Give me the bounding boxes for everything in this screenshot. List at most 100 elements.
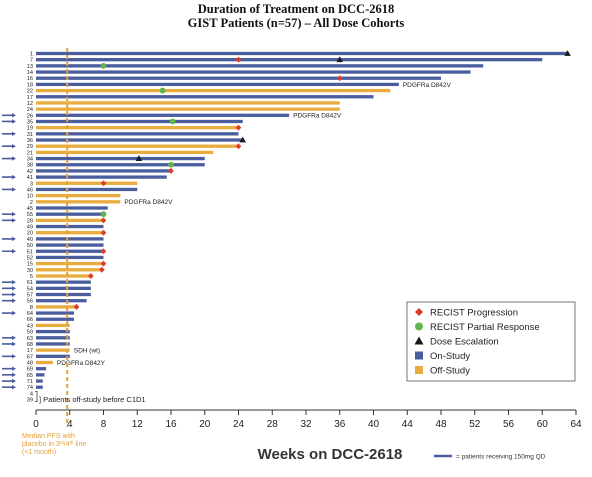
patient-label: 50: [27, 243, 33, 249]
patient-bar: [36, 231, 104, 235]
patient-label: 56: [27, 299, 33, 305]
x-tick-label: 60: [537, 419, 549, 430]
triangle-icon: [414, 336, 424, 345]
patient-bar: [36, 64, 484, 68]
patient-bar: [36, 336, 70, 340]
x-tick-label: 20: [199, 419, 211, 430]
mutation-annotation: PDGFRa D842V: [403, 82, 452, 89]
mutation-annotation: PDGFRa D842V: [293, 113, 342, 120]
patient-bar: [36, 367, 47, 371]
patient-bar: [36, 132, 239, 136]
patient-bar: [36, 268, 104, 272]
arrow-icon: [2, 341, 16, 347]
patient-label: 71: [27, 379, 33, 385]
patient-label: 14: [27, 70, 33, 76]
footnote: = patients receiving 150mg QD: [434, 454, 546, 461]
arrow-icon: [2, 156, 16, 161]
arrow-icon: [2, 279, 16, 285]
patient-bar: [36, 200, 121, 204]
progression-marker: [100, 217, 107, 224]
patient-bar: [36, 126, 239, 130]
patient-label: 15: [27, 262, 33, 268]
arrow-icon: [2, 286, 16, 291]
patient-bar: [36, 299, 87, 303]
patient-bar: [36, 169, 171, 173]
patient-label: 34: [27, 157, 33, 163]
off-study-bracket: [35, 391, 38, 402]
arrow-icon: [2, 385, 16, 390]
arrow-icon: [2, 378, 16, 384]
x-tick-label: 44: [402, 419, 414, 430]
escalation-marker: [239, 136, 247, 143]
progression-marker: [100, 248, 107, 255]
square-icon: [415, 351, 423, 360]
progression-marker: [99, 266, 105, 273]
patient-label: 10: [27, 194, 33, 200]
arrow-icon: [2, 174, 16, 180]
arrow-icon: [2, 354, 16, 359]
arrow-icon: [2, 249, 16, 254]
patient-label: 38: [27, 163, 33, 169]
x-tick-label: 4: [67, 419, 73, 430]
median-pfs-text: placebo in 3rd/4th line: [22, 440, 86, 449]
patient-bar: [36, 373, 45, 377]
patient-bar: [36, 249, 104, 253]
patient-label: 22: [27, 89, 33, 95]
partial-response-marker: [169, 118, 176, 125]
patient-label: 55: [27, 212, 33, 218]
x-tick-label: 56: [503, 419, 515, 430]
median-pfs-label: Median PFS with (<1 month)placebo in 3rd/…: [22, 433, 86, 456]
patient-label: 43: [27, 323, 33, 329]
median-pfs-text: (<1 month): [22, 449, 56, 456]
mutation-annotation: SDH (wt): [74, 348, 100, 355]
patient-label: 2: [30, 200, 33, 206]
patient-bar: [36, 51, 568, 56]
patient-label: 26: [27, 113, 33, 119]
x-tick-label: 16: [165, 419, 177, 430]
patient-bar: [36, 329, 70, 334]
patient-label: 1: [30, 52, 33, 58]
x-tick-label: 0: [33, 419, 39, 430]
progression-marker: [73, 303, 80, 310]
progression-marker: [100, 180, 107, 187]
patient-bar: [36, 144, 239, 148]
arrow-icon: [2, 144, 16, 149]
patient-label: 35: [27, 119, 33, 125]
legend-label: RECIST Progression: [430, 308, 518, 319]
patient-label: 8: [30, 305, 33, 311]
patient-bar: [36, 187, 138, 192]
x-tick-label: 36: [334, 419, 346, 430]
patient-bar: [36, 385, 43, 389]
patient-bar: [36, 150, 214, 155]
patient-bar: [36, 175, 167, 179]
arrow-icon: [2, 335, 16, 340]
x-axis-label: Weeks on DCC-2618: [258, 446, 403, 463]
patient-bar: [36, 113, 290, 117]
patient-label: 18: [27, 82, 33, 88]
arrow-icon: [2, 131, 16, 137]
circle-icon: [415, 322, 423, 331]
patient-label: 54: [27, 286, 33, 292]
patient-label: 52: [27, 255, 33, 261]
patient-label: 19: [27, 126, 33, 132]
median-pfs-text: Median PFS with: [22, 433, 75, 440]
progression-marker: [100, 229, 107, 236]
patient-label: 36: [27, 138, 33, 144]
mutation-annotation: PDGFRa D842Y: [57, 360, 106, 367]
patient-label: 28: [27, 218, 33, 224]
patient-label: 17: [27, 348, 33, 354]
x-tick-label: 12: [132, 419, 144, 430]
patient-bar: [36, 261, 104, 266]
patient-label: 29: [27, 144, 33, 150]
patient-bar: [36, 292, 91, 297]
x-tick-label: 52: [469, 419, 481, 430]
patient-bar: [36, 70, 471, 74]
patient-label: 59: [27, 330, 33, 336]
patient-label: 16: [27, 76, 33, 82]
progression-marker: [88, 272, 94, 279]
arrow-icon: [2, 292, 16, 297]
patient-label: 74: [27, 385, 33, 391]
patient-bar: [36, 243, 104, 247]
partial-response-marker: [168, 161, 174, 168]
off-study-note: ] Patients off-study before C1D1: [39, 395, 146, 404]
